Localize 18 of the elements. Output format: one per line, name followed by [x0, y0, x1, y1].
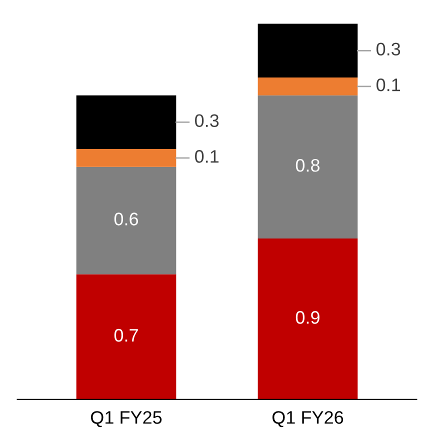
- data-label: 0.7: [114, 328, 138, 342]
- data-label: 0.3: [195, 114, 219, 128]
- data-label: 0.1: [376, 78, 400, 92]
- bar: [258, 95, 358, 238]
- bar: [76, 274, 176, 400]
- bar: [258, 238, 358, 400]
- bar: [258, 24, 358, 78]
- data-label: 0.1: [195, 150, 219, 163]
- data-label: 0.6: [114, 212, 138, 226]
- x-tick-label: Q1 FY26: [272, 411, 344, 428]
- bar: [76, 166, 176, 274]
- data-label: 0.9: [296, 311, 320, 324]
- bar: [76, 149, 176, 167]
- bar: [76, 95, 176, 150]
- bar: [258, 77, 358, 96]
- x-tick-label: Q1 FY25: [90, 411, 162, 428]
- data-label: 0.8: [296, 158, 320, 172]
- data-label: 0.3: [376, 42, 400, 56]
